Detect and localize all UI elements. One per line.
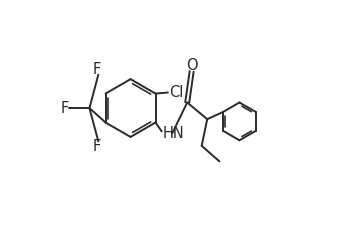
Text: F: F <box>92 62 101 77</box>
Text: Cl: Cl <box>169 85 183 99</box>
Text: O: O <box>186 58 198 73</box>
Text: HN: HN <box>163 126 184 141</box>
Text: F: F <box>61 101 69 116</box>
Text: F: F <box>92 139 101 154</box>
